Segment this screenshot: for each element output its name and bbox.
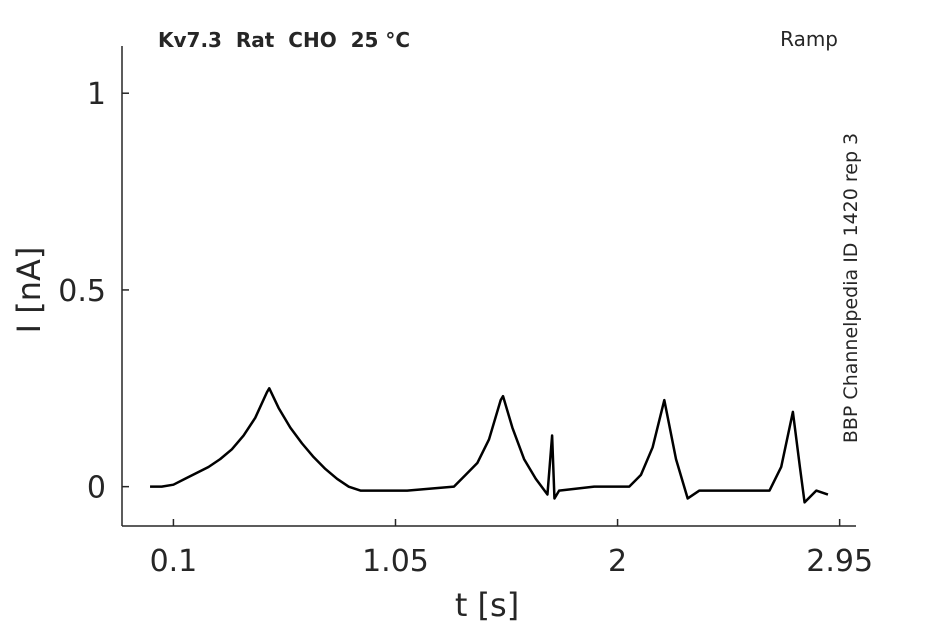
x-axis-label: t [s] <box>455 586 519 624</box>
y-tick-label: 0 <box>87 471 106 506</box>
x-tick-label: 0.1 <box>150 544 198 579</box>
y-tick-label: 1 <box>87 77 106 112</box>
x-tick-label: 2.95 <box>806 544 873 579</box>
trace <box>150 387 829 504</box>
x-tick-label: 1.05 <box>362 544 429 579</box>
annotation: BBP Channelpedia ID 1420 rep 3 <box>840 133 862 443</box>
y-tick-label: 0.5 <box>58 274 106 309</box>
x-tick-label: 2 <box>608 544 627 579</box>
chart-subtitle: Ramp <box>780 27 838 51</box>
y-axis-label: I [nA] <box>10 247 48 334</box>
chart-title: Kv7.3 Rat CHO 25 °C <box>158 28 410 52</box>
